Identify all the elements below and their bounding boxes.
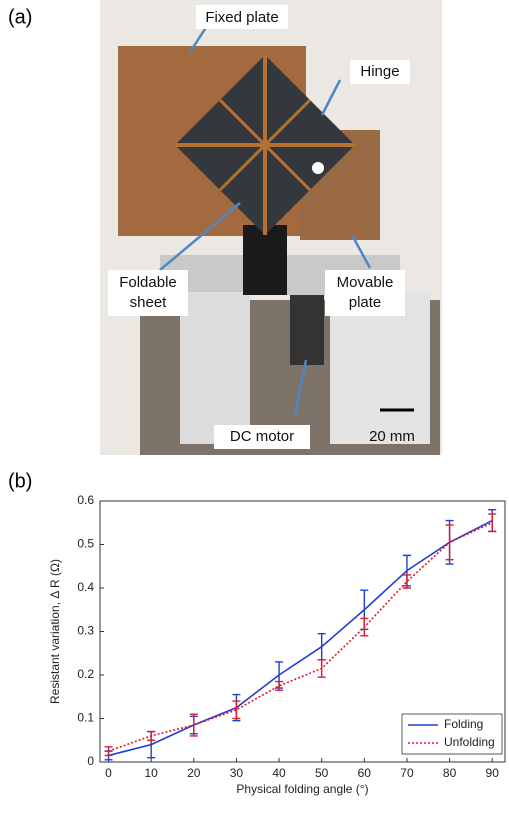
annotation: Fixed plate: [205, 9, 278, 26]
left-block: [180, 292, 250, 444]
y-tick-label: 0.1: [77, 711, 94, 725]
x-tick-label: 70: [400, 766, 414, 780]
y-axis-label: Resistant variation, Δ R (Ω): [48, 559, 62, 704]
annotation: sheet: [130, 294, 168, 311]
y-tick-label: 0.4: [77, 580, 94, 594]
light: [312, 162, 324, 174]
x-tick-label: 30: [230, 766, 244, 780]
panel-label: (a): [8, 6, 32, 28]
y-tick-label: 0.3: [77, 624, 94, 638]
annotation: Foldable: [119, 274, 177, 291]
y-tick-label: 0.5: [77, 537, 94, 551]
annotation: Movable: [337, 274, 394, 291]
annotation: Hinge: [360, 63, 399, 80]
y-tick-label: 0.6: [77, 493, 94, 507]
scale-label: 20 mm: [369, 428, 415, 445]
chart: 0 10 20 30 40 50 60 70 80 90 0 0.1 0.2 0.3 0.4 0.5 0.6 Ph…: [48, 493, 505, 796]
x-tick-label: 20: [187, 766, 201, 780]
x-tick-label: 80: [443, 766, 457, 780]
motor: [290, 295, 324, 365]
x-axis-label: Physical folding angle (°): [236, 782, 368, 796]
figure: (a) Fixed plate Hinge Foldable sheet Mov…: [0, 0, 509, 817]
x-tick-label: 10: [144, 766, 158, 780]
x-tick-label: 50: [315, 766, 329, 780]
legend-label: Folding: [444, 717, 483, 731]
annotation: plate: [349, 294, 382, 311]
y-tick-label: 0: [87, 754, 94, 768]
panel-label: (b): [8, 470, 32, 492]
shaft: [243, 225, 287, 295]
x-tick-label: 90: [486, 766, 500, 780]
annotation: DC motor: [230, 428, 294, 445]
y-tick-label: 0.2: [77, 667, 94, 681]
legend-label: Unfolding: [444, 735, 495, 749]
x-tick-label: 40: [272, 766, 286, 780]
x-tick-label: 0: [105, 766, 112, 780]
x-tick-label: 60: [358, 766, 372, 780]
page: (a) Fixed plate Hinge Foldable sheet Mov…: [0, 0, 509, 817]
